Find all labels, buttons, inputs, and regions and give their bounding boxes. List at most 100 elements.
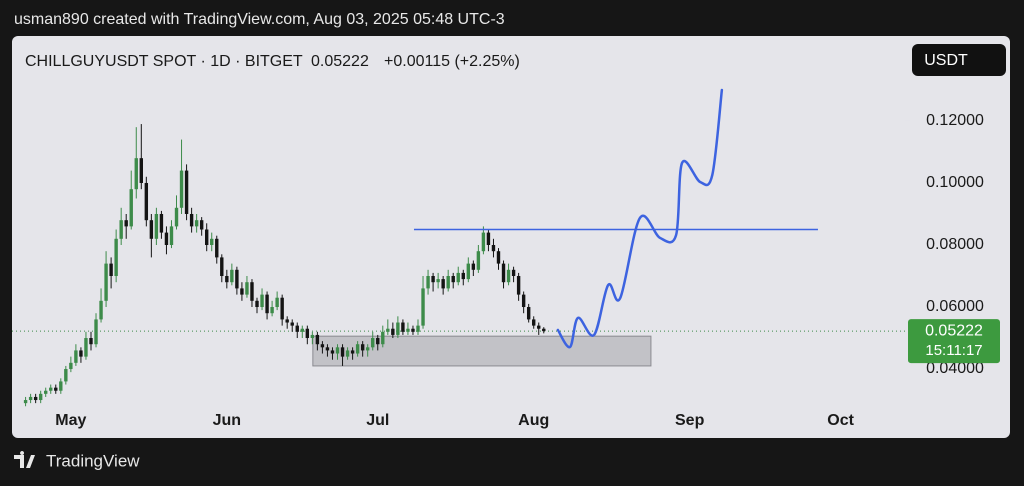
candle-body xyxy=(109,263,113,277)
candle-body xyxy=(33,396,38,401)
candle-body xyxy=(44,390,48,394)
candle-body xyxy=(310,334,315,339)
candle-body xyxy=(49,387,53,391)
candle-body xyxy=(486,232,491,245)
candle-body xyxy=(104,263,108,301)
candle-body xyxy=(481,232,486,252)
candle-body xyxy=(381,331,385,345)
candle-body xyxy=(526,307,531,320)
candle-body xyxy=(225,276,229,283)
candle-body xyxy=(421,288,425,326)
support-zone xyxy=(312,335,652,367)
candle-body xyxy=(501,263,506,283)
candle-body xyxy=(376,338,380,345)
candle-body xyxy=(295,325,299,332)
currency-label[interactable]: USDT xyxy=(924,52,968,69)
candle-body xyxy=(270,307,274,314)
candle-body xyxy=(194,220,199,227)
candle-body xyxy=(74,350,78,363)
candle-body xyxy=(532,319,536,326)
candle-body xyxy=(280,297,284,320)
candle-body xyxy=(154,213,159,239)
y-tick-label: 0.04000 xyxy=(926,360,984,377)
y-tick-label: 0.10000 xyxy=(926,174,984,191)
candle-body xyxy=(436,279,440,283)
candle-body xyxy=(275,297,279,308)
candle-body xyxy=(396,322,400,335)
footer-text: TradingView xyxy=(46,451,140,470)
candle-body xyxy=(159,213,164,233)
candle-body xyxy=(94,319,98,345)
candle-body xyxy=(189,213,194,227)
x-tick-label: May xyxy=(55,412,86,429)
candle-body xyxy=(79,350,83,357)
candle-body xyxy=(89,338,93,345)
candle-body xyxy=(210,238,214,245)
chart-panel xyxy=(12,36,1010,438)
candle-body xyxy=(179,170,184,208)
candle-body xyxy=(235,269,239,289)
candle-body xyxy=(169,226,174,245)
candle-body xyxy=(99,300,103,320)
plot: 0.04000 0.06000 0.08000 0.10000 0.12000 May Ju… xyxy=(12,88,1000,429)
candle-body xyxy=(199,220,204,230)
candle-body xyxy=(54,387,58,391)
candle-body xyxy=(360,344,365,351)
candle-body xyxy=(506,269,511,283)
candle-body xyxy=(59,381,63,391)
candle-body xyxy=(386,328,390,332)
candle-body xyxy=(204,229,209,245)
symbol: CHILLGUYUSDT SPOT · 1D · BITGET xyxy=(25,53,303,70)
candle-body xyxy=(371,338,375,348)
candle-body xyxy=(38,393,43,401)
candle-body xyxy=(350,350,355,354)
candle-body xyxy=(220,257,224,277)
candle-body xyxy=(124,220,128,227)
candle-body xyxy=(300,328,304,332)
candle-body xyxy=(164,232,169,245)
candle-body xyxy=(542,328,546,332)
candle-body xyxy=(149,220,154,239)
candle-body xyxy=(325,347,330,351)
candle-body xyxy=(144,182,149,221)
candle-body xyxy=(64,369,68,382)
candle-body xyxy=(215,238,219,258)
candle-body xyxy=(134,158,138,190)
candle-body xyxy=(365,347,370,351)
change: +0.00115 (+2.25%) xyxy=(384,53,520,70)
last-price-label: 0.05222 xyxy=(925,322,983,339)
projection-line xyxy=(556,88,724,349)
candle-body xyxy=(290,322,294,326)
candle-body xyxy=(471,263,476,270)
candle-body xyxy=(320,344,325,348)
currency-button[interactable] xyxy=(912,44,1006,76)
candle-body xyxy=(416,325,420,332)
candle-body xyxy=(174,207,179,227)
y-tick-label: 0.06000 xyxy=(926,298,984,315)
y-tick-label: 0.12000 xyxy=(926,112,984,129)
candle-body xyxy=(446,276,450,289)
candle-body xyxy=(340,347,345,357)
candle-body xyxy=(355,344,360,354)
candle-body xyxy=(260,294,264,308)
candle-body xyxy=(285,319,289,323)
price: 0.05222 xyxy=(311,53,369,70)
candle-body xyxy=(139,158,143,183)
candle-body xyxy=(230,269,234,283)
candle-body xyxy=(441,279,445,289)
candle-body xyxy=(491,244,496,252)
candle-body xyxy=(250,282,254,301)
candle-body xyxy=(265,294,269,314)
candle-body xyxy=(451,276,455,283)
candle-body xyxy=(23,400,28,404)
candle-body xyxy=(114,238,118,277)
candle-body xyxy=(335,347,340,354)
candle-body xyxy=(245,282,249,295)
candle-body xyxy=(496,251,501,264)
candle-body xyxy=(466,263,471,280)
candle-body xyxy=(315,334,320,345)
y-tick-label: 0.08000 xyxy=(926,236,984,253)
candle-body xyxy=(456,272,460,283)
